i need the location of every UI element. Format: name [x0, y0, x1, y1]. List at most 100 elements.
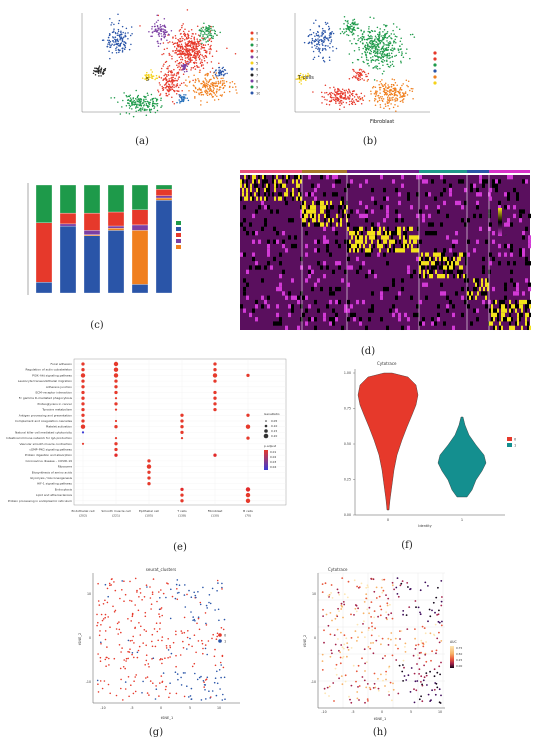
- panel-a-cluster-2-point: [204, 77, 206, 79]
- panel-b-cluster-5-point: [367, 72, 370, 75]
- panel-h-point: [440, 580, 443, 582]
- panel-d-heat-cell: [476, 205, 479, 210]
- panel-e-color-legend-label: 0.02: [270, 455, 276, 459]
- panel-b-cluster-3-point: [340, 102, 342, 104]
- panel-g-point: [160, 589, 162, 591]
- panel-d-heat-cell: [282, 269, 285, 275]
- panel-a-cluster-2-point: [201, 91, 203, 93]
- panel-a-cluster-0-point: [174, 42, 177, 44]
- panel-b-cluster-1-point: [318, 50, 320, 53]
- panel-d-heat-cell: [353, 248, 355, 253]
- panel-h-point: [340, 644, 343, 646]
- panel-h-point: [326, 686, 329, 689]
- panel-e-size-legend-label: 0.10: [271, 424, 277, 428]
- panel-h-point: [361, 631, 363, 634]
- panel-c-legend-swatch: [176, 245, 181, 249]
- panel-b-cluster-0-point: [379, 31, 381, 33]
- panel-b-cluster-3-point: [341, 88, 344, 90]
- panel-h-point: [420, 695, 422, 698]
- panel-h-point: [373, 610, 376, 612]
- panel-b-cluster-3-point: [324, 84, 327, 86]
- panel-a-cluster-0-point: [201, 54, 203, 57]
- panel-b-cluster-5-point: [355, 71, 357, 74]
- panel-a-cluster-11-point: [183, 65, 185, 68]
- panel-d-heat-cell: [398, 291, 401, 296]
- panel-g-point: [183, 695, 186, 698]
- panel-a-cluster-0-point: [184, 57, 187, 59]
- panel-g-point: [118, 621, 120, 623]
- panel-g-point: [220, 627, 223, 629]
- panel-b-cluster-0-point: [383, 54, 385, 56]
- panel-d-heat-cell: [326, 243, 329, 249]
- panel-b-cluster-0-point: [370, 59, 373, 62]
- panel-d-heat-cell: [328, 213, 330, 219]
- panel-d-heat-cell: [347, 265, 350, 270]
- panel-g-point: [133, 656, 135, 659]
- panel-h-point: [370, 642, 372, 644]
- panel-b-cluster-0-point: [359, 41, 362, 43]
- panel-b-cluster-1-point: [322, 44, 324, 46]
- panel-d-heat-cell: [487, 278, 489, 283]
- panel-d-heat-cell: [477, 278, 479, 283]
- panel-d-heat-cell: [340, 218, 342, 223]
- panel-d-heat-cell: [422, 282, 425, 287]
- panel-b-cluster-6-point: [352, 26, 355, 29]
- panel-g-point: [121, 580, 123, 582]
- panel-a-cluster-2-point: [213, 92, 216, 94]
- panel-d-heat-cell: [452, 312, 455, 318]
- panel-a-legend-label: 3: [256, 50, 258, 54]
- panel-d-heat-cell: [302, 312, 305, 318]
- panel-d-heat-cell: [240, 196, 242, 201]
- panel-a-cluster-0-point: [203, 59, 206, 62]
- panel-d-heat-cell: [497, 308, 499, 313]
- panel-d-heat-cell: [473, 278, 475, 283]
- panel-d-heat-cell: [449, 269, 451, 275]
- panel-d-heat-cell: [425, 179, 428, 184]
- panel-h-point: [367, 586, 369, 588]
- panel-h-point: [336, 628, 339, 631]
- panel-h-point: [325, 613, 328, 616]
- panel-h-point: [437, 620, 440, 623]
- panel-h-point: [384, 685, 386, 687]
- panel-g-point: [120, 631, 122, 634]
- panel-b-cluster-3-point: [325, 91, 328, 94]
- panel-a-cluster-2-point: [206, 101, 208, 103]
- panel-b-cluster-6-point: [351, 33, 354, 36]
- panel-d-heat-cell: [473, 286, 475, 292]
- panel-a-cluster-0-point: [208, 52, 211, 55]
- panel-d-heat-cell: [356, 256, 359, 262]
- panel-a-cluster-3-point: [173, 74, 175, 77]
- panel-a-cluster-5-point: [207, 40, 209, 42]
- panel-a-cluster-0-point: [180, 69, 182, 71]
- panel-b-cluster-4-point: [297, 75, 299, 77]
- panel-a-cluster-1-point: [120, 30, 122, 33]
- panel-d-heat-cell: [395, 226, 397, 232]
- panel-e-dot: [147, 470, 151, 474]
- panel-b-cluster-1-point: [313, 22, 315, 24]
- panel-d-heat-cell: [446, 308, 449, 313]
- panel-h-point: [433, 688, 436, 691]
- panel-d-heat-cell: [304, 222, 306, 227]
- panel-b-cluster-3-point: [330, 96, 333, 99]
- panel-b-cluster-5-point: [360, 72, 362, 75]
- panel-a-cluster-2-point: [200, 104, 202, 106]
- panel-d-heat-cell: [314, 187, 317, 193]
- panel-a-cluster-8-point: [94, 70, 96, 73]
- panel-d-heat-cell: [371, 226, 373, 232]
- panel-a-cluster-0-point: [189, 49, 192, 51]
- panel-d-heat-cell: [407, 265, 410, 270]
- panel-a-cluster-5-point: [204, 33, 206, 35]
- panel-h-point: [418, 668, 421, 671]
- panel-b-cluster-3-point: [343, 89, 346, 92]
- panel-a-cluster-1-point: [116, 46, 118, 48]
- panel-b-cluster-2-point: [386, 96, 389, 99]
- panel-d-heat-cell: [476, 187, 479, 193]
- panel-a-cluster-0-point: [184, 33, 187, 36]
- panel-a-cluster-1-point: [116, 32, 119, 34]
- panel-d-heat-cell: [255, 261, 258, 266]
- panel-a-cluster-9-point: [219, 69, 222, 71]
- panel-d-heat-cell: [314, 299, 317, 305]
- panel-b-cluster-2-point: [379, 89, 381, 91]
- panel-g-point: [104, 583, 107, 586]
- panel-g-point: [177, 678, 179, 681]
